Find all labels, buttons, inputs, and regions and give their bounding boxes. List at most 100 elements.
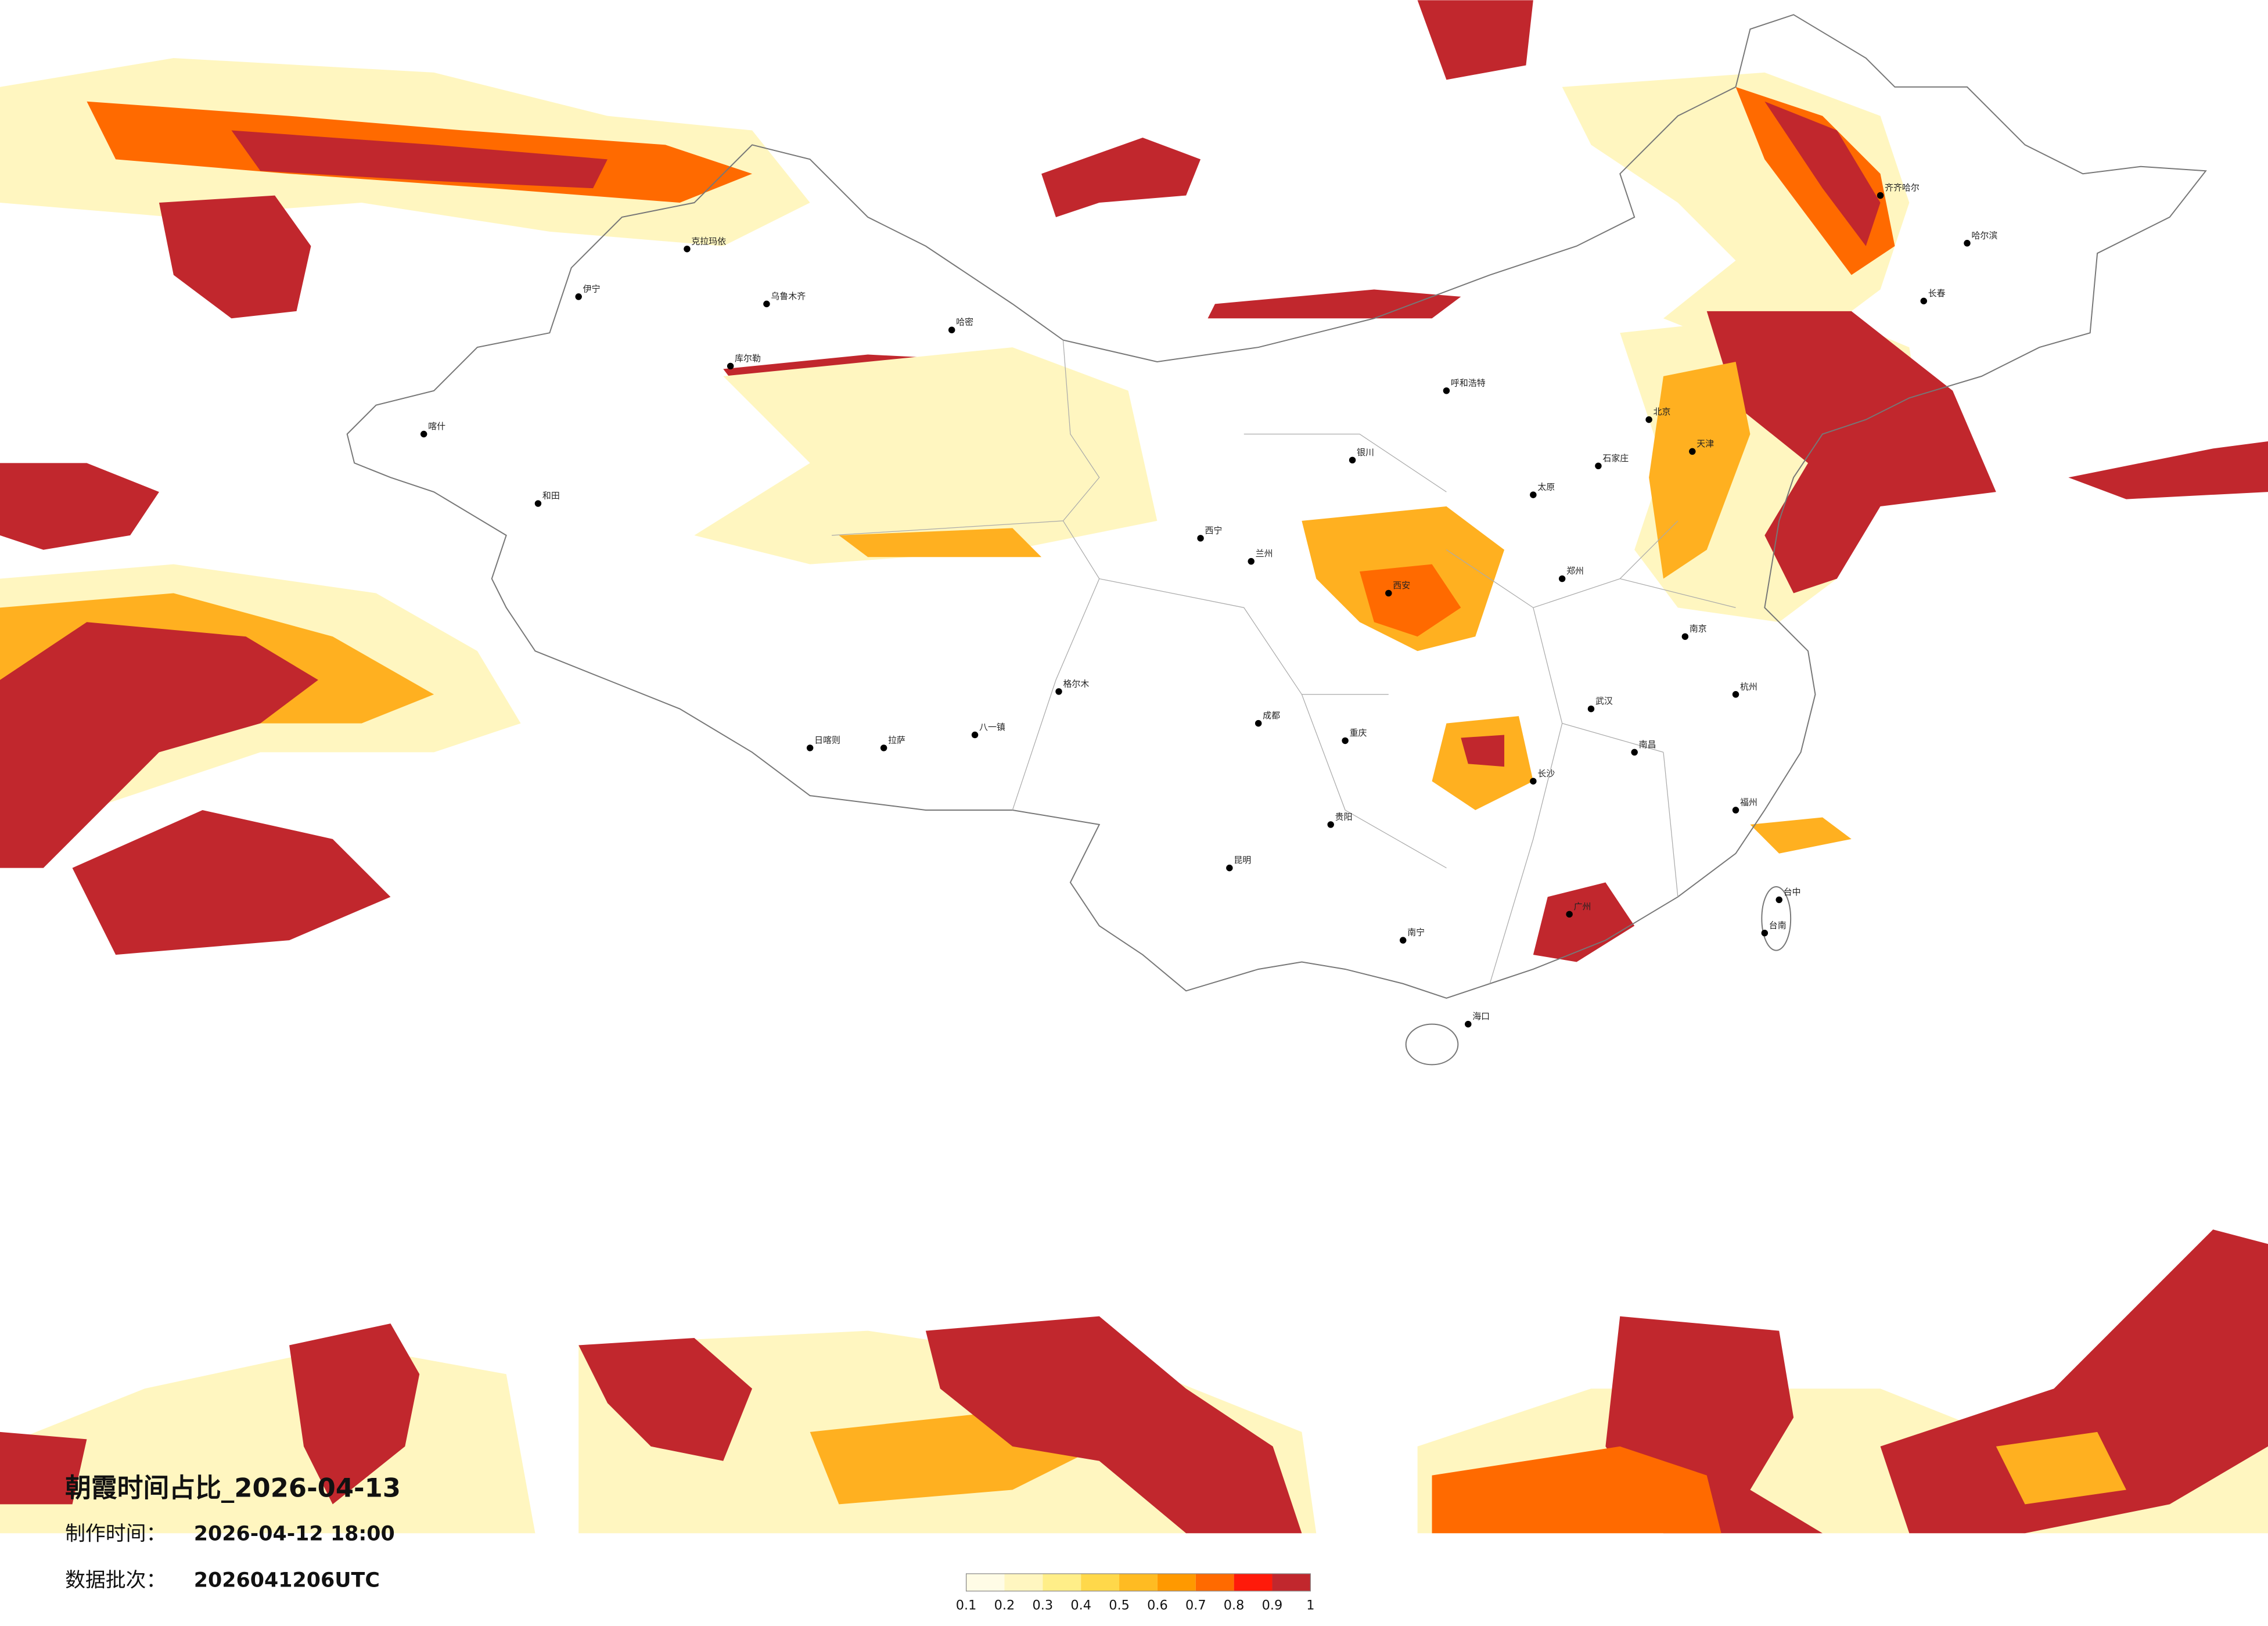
city-dot bbox=[1197, 535, 1204, 542]
city-dot bbox=[1645, 416, 1652, 423]
province-lines bbox=[831, 340, 1736, 984]
city-dot bbox=[1530, 491, 1537, 498]
boundaries bbox=[346, 14, 2207, 1066]
taiwan bbox=[1761, 886, 1792, 951]
city-label: 台南 bbox=[1769, 920, 1787, 930]
colorbar-tick-label: 0.4 bbox=[1070, 1598, 1091, 1613]
city-dot bbox=[806, 744, 814, 751]
city-label: 重庆 bbox=[1350, 728, 1367, 738]
city-dot bbox=[1920, 297, 1928, 305]
city-dot bbox=[727, 362, 734, 370]
city-label: 伊宁 bbox=[583, 283, 601, 294]
make-time: 2026-04-12 18:00 bbox=[194, 1523, 395, 1546]
city-label: 台中 bbox=[1784, 887, 1801, 897]
city-label: 南京 bbox=[1690, 624, 1707, 634]
colorbar-tick-label: 1 bbox=[1306, 1598, 1314, 1613]
city-label: 西宁 bbox=[1205, 525, 1223, 535]
batch-label: 数据批次： bbox=[65, 1569, 166, 1592]
city-dot bbox=[1055, 688, 1062, 695]
city-dot bbox=[534, 500, 542, 507]
city-dot bbox=[1342, 737, 1349, 744]
city-dot bbox=[1761, 929, 1769, 937]
city-label: 乌鲁木齐 bbox=[771, 291, 806, 301]
city-label: 哈尔滨 bbox=[1971, 230, 1997, 240]
city-label: 南昌 bbox=[1639, 739, 1656, 750]
make-time-label: 制作时间： bbox=[65, 1523, 166, 1546]
city-label: 郑州 bbox=[1566, 566, 1584, 576]
city-label: 石家庄 bbox=[1602, 453, 1629, 463]
city-dot bbox=[763, 300, 770, 308]
colorbar-tick-label: 0.8 bbox=[1224, 1598, 1245, 1613]
city-label: 昆明 bbox=[1234, 855, 1251, 865]
colorbar-tick-label: 0.2 bbox=[994, 1598, 1015, 1613]
city-dot bbox=[1327, 821, 1334, 828]
batch: 2026041206UTC bbox=[194, 1569, 380, 1592]
city-dot bbox=[1587, 705, 1595, 713]
colorbar-tick-label: 0.3 bbox=[1033, 1598, 1054, 1613]
city-dot bbox=[880, 744, 887, 751]
city-dot bbox=[1566, 911, 1573, 918]
colorbar-tick-label: 0.7 bbox=[1185, 1598, 1206, 1613]
colorbar-tick-label: 0.6 bbox=[1147, 1598, 1168, 1613]
city-dot bbox=[1558, 575, 1566, 582]
colorbar-swatch bbox=[1234, 1573, 1273, 1591]
city-dot bbox=[1226, 864, 1233, 872]
city-dot bbox=[1964, 240, 1971, 247]
city-label: 齐齐哈尔 bbox=[1885, 182, 1920, 193]
city-label: 广州 bbox=[1574, 901, 1591, 912]
city-label: 库尔勒 bbox=[735, 353, 761, 364]
city-dot bbox=[1385, 589, 1392, 597]
city-dot bbox=[1689, 448, 1696, 455]
city-dot bbox=[1248, 557, 1255, 565]
city-label: 拉萨 bbox=[888, 735, 905, 745]
city-label: 长沙 bbox=[1537, 768, 1555, 779]
city-dot bbox=[1443, 387, 1450, 394]
colorbar-frame bbox=[965, 1573, 1311, 1592]
colorbar-swatch bbox=[1157, 1573, 1196, 1591]
city-dot bbox=[1681, 633, 1689, 640]
city-label: 银川 bbox=[1357, 447, 1374, 458]
colorbar-swatch bbox=[1272, 1573, 1311, 1591]
city-dot bbox=[1732, 691, 1739, 698]
colorbar-swatch bbox=[1195, 1573, 1234, 1591]
city-dot bbox=[1595, 462, 1602, 470]
city-label: 成都 bbox=[1263, 710, 1280, 721]
city-dot bbox=[420, 430, 427, 438]
city-label: 天津 bbox=[1696, 438, 1714, 449]
colorbar-swatch bbox=[966, 1573, 1005, 1591]
city-dot bbox=[1775, 896, 1782, 904]
city-label: 兰州 bbox=[1256, 548, 1273, 559]
city-dot bbox=[575, 293, 582, 300]
colorbar-tick-label: 0.1 bbox=[956, 1598, 977, 1613]
city-dot bbox=[1877, 192, 1884, 199]
city-label: 福州 bbox=[1740, 797, 1757, 808]
city-label: 哈密 bbox=[956, 317, 973, 328]
city-label: 克拉玛依 bbox=[691, 236, 726, 246]
country-outline bbox=[346, 14, 2207, 999]
city-label: 北京 bbox=[1654, 406, 1671, 417]
city-label: 海口 bbox=[1472, 1011, 1490, 1021]
city-label: 太原 bbox=[1537, 482, 1555, 492]
city-label: 格尔木 bbox=[1063, 678, 1089, 689]
city-label: 日喀则 bbox=[814, 735, 840, 745]
city-label: 西安 bbox=[1393, 580, 1410, 591]
heat-field bbox=[0, 0, 2268, 1534]
city-label: 杭州 bbox=[1740, 681, 1757, 692]
city-label: 武汉 bbox=[1595, 696, 1613, 706]
city-dot bbox=[1349, 456, 1356, 464]
city-label: 和田 bbox=[542, 491, 560, 501]
city-label: 八一镇 bbox=[979, 722, 1005, 732]
city-dot bbox=[971, 731, 979, 739]
city-dot bbox=[1399, 937, 1407, 944]
colorbar-swatch bbox=[1043, 1573, 1081, 1591]
city-label: 呼和浩特 bbox=[1451, 377, 1486, 388]
city-dot bbox=[1255, 720, 1262, 727]
city-label: 喀什 bbox=[428, 421, 445, 431]
city-dot bbox=[1465, 1020, 1472, 1028]
city-dot bbox=[1530, 778, 1537, 785]
city-label: 南宁 bbox=[1407, 927, 1425, 938]
map-title: 朝霞时间占比_2026-04-13 bbox=[65, 1473, 401, 1503]
